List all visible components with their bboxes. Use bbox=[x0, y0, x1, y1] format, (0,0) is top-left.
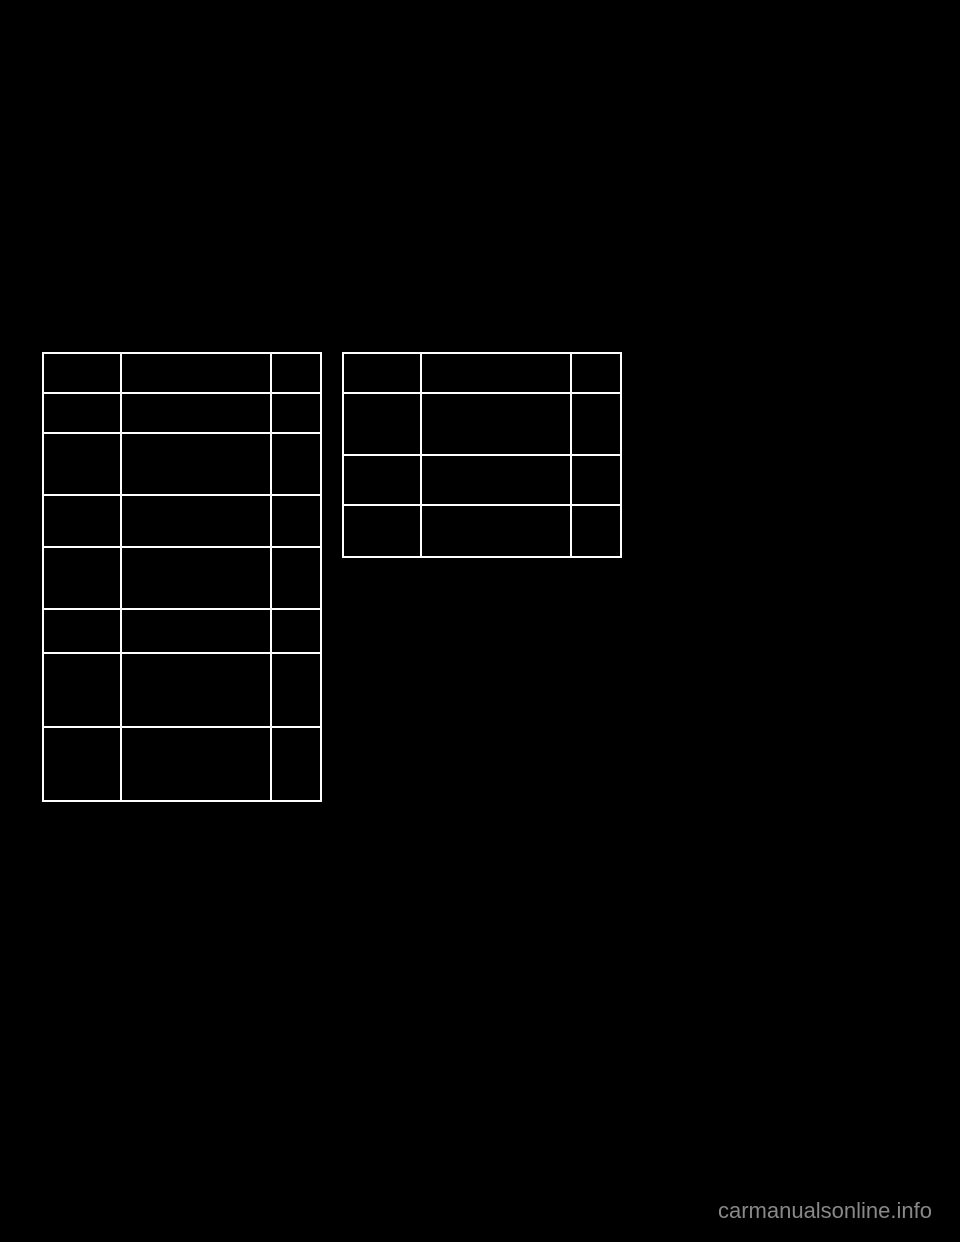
table-cell bbox=[343, 353, 421, 393]
table-cell bbox=[43, 353, 121, 393]
table-cell bbox=[121, 727, 271, 801]
table-cell bbox=[271, 609, 321, 653]
tables-container bbox=[42, 352, 622, 802]
table-cell bbox=[343, 455, 421, 505]
table-cell bbox=[43, 393, 121, 433]
table-cell bbox=[421, 353, 571, 393]
table-cell bbox=[121, 547, 271, 609]
table-cell bbox=[421, 393, 571, 455]
table-row bbox=[43, 547, 321, 609]
table-row bbox=[343, 353, 621, 393]
watermark-text: carmanualsonline.info bbox=[718, 1198, 932, 1224]
table-cell bbox=[43, 727, 121, 801]
table-cell bbox=[271, 393, 321, 433]
table-row bbox=[43, 433, 321, 495]
table-cell bbox=[121, 433, 271, 495]
table-row bbox=[43, 727, 321, 801]
table-cell bbox=[121, 609, 271, 653]
table-cell bbox=[121, 653, 271, 727]
table-cell bbox=[571, 455, 621, 505]
table-cell bbox=[271, 433, 321, 495]
table-row bbox=[343, 455, 621, 505]
table-cell bbox=[43, 609, 121, 653]
table-cell bbox=[421, 505, 571, 557]
table-row bbox=[43, 609, 321, 653]
table-cell bbox=[271, 653, 321, 727]
table-row bbox=[43, 353, 321, 393]
table-cell bbox=[121, 393, 271, 433]
table-cell bbox=[121, 353, 271, 393]
table-cell bbox=[43, 547, 121, 609]
table-cell bbox=[571, 393, 621, 455]
reference-table-right bbox=[342, 352, 622, 558]
table-cell bbox=[571, 353, 621, 393]
table-cell bbox=[271, 495, 321, 547]
table-cell bbox=[271, 727, 321, 801]
table-row bbox=[43, 495, 321, 547]
table-row bbox=[43, 653, 321, 727]
table-cell bbox=[571, 505, 621, 557]
table-row bbox=[343, 505, 621, 557]
table-row bbox=[43, 393, 321, 433]
table-cell bbox=[271, 353, 321, 393]
table-cell bbox=[121, 495, 271, 547]
table-cell bbox=[421, 455, 571, 505]
table-cell bbox=[43, 495, 121, 547]
table-cell bbox=[343, 393, 421, 455]
table-row bbox=[343, 393, 621, 455]
table-cell bbox=[43, 433, 121, 495]
table-cell bbox=[343, 505, 421, 557]
table-cell bbox=[271, 547, 321, 609]
reference-table-left bbox=[42, 352, 322, 802]
table-cell bbox=[43, 653, 121, 727]
